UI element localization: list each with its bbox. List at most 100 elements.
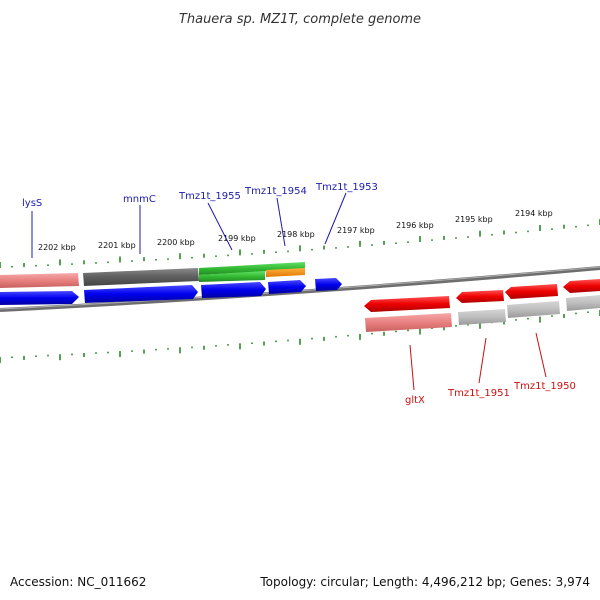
scale-tick — [0, 262, 1, 268]
scale-tick — [431, 239, 433, 241]
scale-tick — [311, 248, 313, 251]
gene-label-tmz1t-1953[interactable]: Tmz1t_1953 — [315, 182, 378, 193]
scale-tick — [179, 347, 181, 354]
backbone-arc-highlight — [0, 266, 600, 310]
scale-tick — [83, 353, 85, 357]
scale-tick — [527, 317, 529, 320]
scale-tick — [203, 345, 205, 350]
scale-tick — [35, 355, 37, 357]
scale-tick — [143, 257, 145, 262]
scale-tick — [251, 253, 253, 255]
scale-tick — [323, 336, 325, 341]
gene-gltX-bar — [365, 313, 452, 332]
gene-label-tmz1t-1950[interactable]: Tmz1t_1950 — [513, 381, 576, 392]
scale-tick — [47, 354, 49, 357]
gene-label-gltX[interactable]: gltX — [405, 395, 425, 406]
scale-tick — [59, 354, 61, 361]
scale-tick — [347, 246, 349, 248]
gene-tmz1t-1954-bar — [266, 268, 305, 277]
leader-tmz1t-1951 — [478, 337, 487, 384]
gene-label-tmz1t-1954[interactable]: Tmz1t_1954 — [244, 186, 307, 197]
scale-tick — [335, 247, 337, 249]
scale-tick — [407, 241, 409, 243]
scale-tick — [311, 337, 313, 340]
scale-tick — [239, 249, 241, 256]
scale-tick — [383, 240, 385, 245]
scale-tick — [119, 256, 121, 263]
gene-next-arrow — [563, 279, 600, 293]
scale-tick — [191, 346, 193, 349]
forward-gene-labels — [31, 192, 347, 258]
scale-tick — [479, 230, 481, 237]
scale-tick — [11, 265, 13, 268]
scale-tick — [227, 254, 229, 257]
kbp-label-2197: 2197 kbp — [337, 226, 375, 235]
gene-lysS-arrow — [0, 291, 79, 305]
scale-tick — [575, 312, 577, 315]
scale-tick — [395, 330, 397, 333]
gene-gltX-arrow — [364, 296, 450, 312]
scale-tick — [515, 319, 517, 321]
scale-tick — [131, 260, 133, 262]
leader-tmz1t-1953 — [324, 192, 347, 245]
scale-tick — [299, 338, 301, 345]
scale-tick — [431, 327, 433, 329]
scale-tick — [0, 357, 1, 363]
scale-tick — [59, 259, 61, 266]
scale-tick — [455, 325, 457, 327]
gene-tmz1t-1955-bar-lower — [199, 271, 265, 282]
gene-label-tmz1t-1955[interactable]: Tmz1t_1955 — [178, 191, 241, 202]
scale-tick — [131, 350, 133, 352]
leader-tmz1t-1950 — [535, 332, 547, 378]
gene-label-mnmC[interactable]: mnmC — [123, 194, 156, 205]
forward-outer-track — [0, 262, 305, 288]
scale-tick — [35, 264, 37, 267]
scale-tick — [455, 237, 457, 239]
scale-tick — [119, 351, 121, 357]
scale-tick — [323, 245, 325, 250]
scale-tick — [467, 324, 469, 326]
scale-tick — [23, 263, 25, 267]
scale-tick — [299, 245, 301, 252]
scale-tick — [395, 242, 397, 244]
scale-tick — [587, 224, 589, 227]
leader-tmz1t-1954 — [276, 197, 286, 247]
scale-tick — [179, 253, 181, 260]
backbone-arc — [0, 266, 600, 312]
scale-tick — [359, 240, 361, 247]
gene-label-tmz1t-1951[interactable]: Tmz1t_1951 — [447, 388, 510, 399]
scale-tick — [419, 236, 421, 242]
scale-tick — [83, 260, 85, 265]
scale-tick — [575, 225, 577, 228]
scale-tick — [239, 343, 241, 350]
kbp-label-2201: 2201 kbp — [98, 241, 136, 250]
scale-tick — [215, 345, 217, 347]
kbp-label-2199: 2199 kbp — [218, 234, 256, 243]
scale-tick — [479, 322, 481, 329]
scale-tick — [275, 340, 277, 343]
scale-tick — [551, 315, 553, 317]
gene-tmz1t-1955-arrow — [201, 282, 266, 298]
scale-tick — [359, 333, 361, 340]
forward-arrow-track — [0, 278, 342, 305]
scale-tick — [143, 349, 145, 354]
scale-tick — [587, 311, 589, 313]
reverse-lower-track — [365, 295, 600, 332]
gene-label-lysS[interactable]: lysS — [22, 198, 42, 209]
scale-tick — [95, 262, 97, 264]
scale-tick — [443, 235, 445, 240]
scale-tick — [515, 231, 517, 234]
scale-tick — [155, 348, 157, 351]
scale-tick — [419, 328, 421, 335]
gene-tmz1t-1951-arrow — [456, 290, 504, 303]
gene-lysS-bar — [0, 273, 79, 288]
scale-tick — [539, 225, 541, 231]
scale-tick — [407, 329, 409, 332]
scale-tick — [107, 261, 109, 264]
gene-mnmC-arrow — [84, 285, 198, 303]
gene-mnmC-bar — [83, 268, 199, 286]
leader-gltX — [409, 344, 415, 391]
gene-tmz1t-1955-bar — [199, 262, 305, 275]
kbp-label-2202: 2202 kbp — [38, 243, 76, 252]
